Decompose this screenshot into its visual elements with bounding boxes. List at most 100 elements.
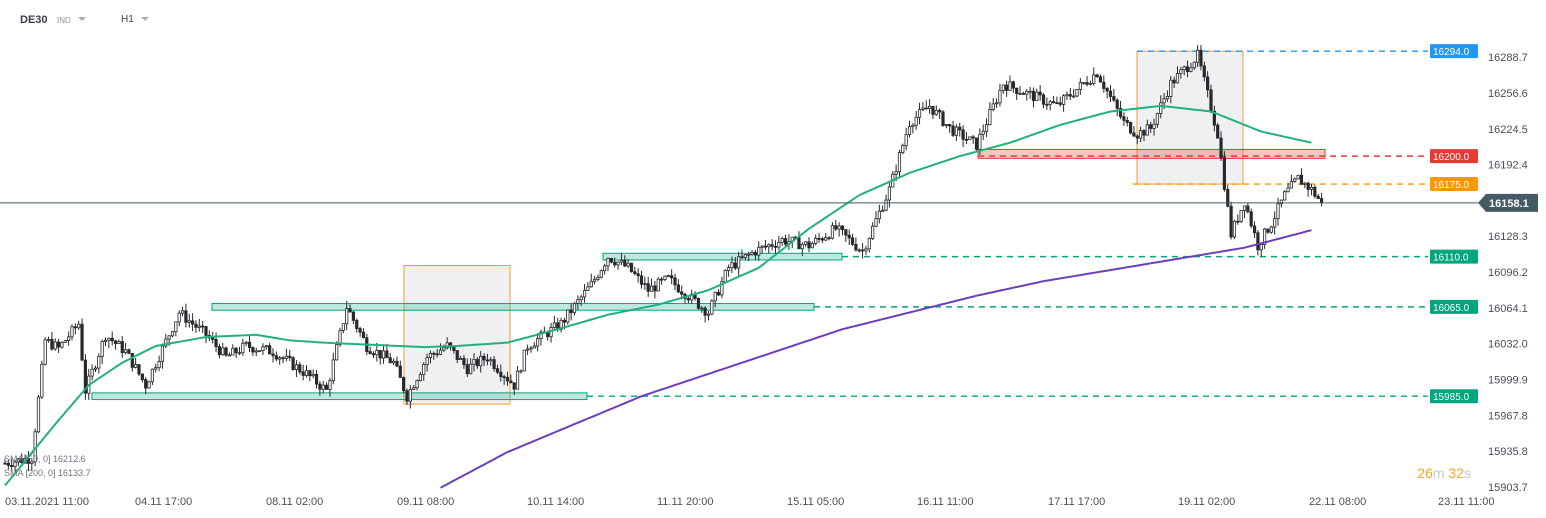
- candle-body: [308, 370, 312, 377]
- candle-body: [1276, 203, 1280, 220]
- symbol-dropdown-icon[interactable]: [78, 17, 86, 21]
- range-box-1: [403, 265, 511, 405]
- candle-body: [391, 360, 396, 364]
- candle-body: [1239, 210, 1243, 222]
- candle-body: [579, 296, 583, 301]
- candle-body: [395, 360, 399, 367]
- candle-body: [73, 326, 77, 329]
- candle-body: [894, 171, 898, 175]
- candle-body: [827, 237, 831, 240]
- candle-body: [1129, 122, 1133, 134]
- candle-body: [164, 338, 168, 347]
- candle-body: [499, 371, 503, 378]
- y-tick-label: 16224.5: [1488, 124, 1528, 136]
- candle-body: [686, 298, 691, 301]
- candle-body: [144, 379, 148, 389]
- candle-body: [670, 275, 674, 279]
- candle-body: [1045, 103, 1049, 106]
- sma50-line: [4, 104, 1312, 487]
- timeframe-label[interactable]: H1: [121, 14, 134, 25]
- candle-body: [107, 337, 111, 341]
- candle-body: [298, 364, 302, 373]
- candle-body: [515, 370, 520, 390]
- candle-body: [552, 322, 557, 328]
- support-zone-3: [602, 252, 843, 261]
- candle-body: [204, 326, 208, 336]
- candle-body: [103, 339, 108, 342]
- candle-body: [626, 262, 630, 267]
- candle-body: [700, 307, 704, 310]
- candle-body: [415, 380, 419, 389]
- candle-body: [241, 342, 245, 354]
- candle-body: [509, 380, 513, 384]
- candle-body: [485, 359, 490, 362]
- timeframe-dropdown-icon[interactable]: [141, 17, 149, 21]
- candle-body: [1165, 96, 1170, 100]
- candle-body: [1082, 82, 1086, 84]
- candle-body: [1088, 82, 1092, 85]
- candle-body: [917, 108, 922, 118]
- candle-body: [1296, 174, 1300, 180]
- candle-body: [861, 249, 865, 252]
- candle-body: [361, 331, 366, 339]
- current-price-label: 16158.1: [1489, 198, 1529, 210]
- x-tick-label: 17.11 17:00: [1048, 496, 1105, 508]
- candle-body: [93, 367, 98, 370]
- sma50-legend: SMA [50, 0] 16212.6: [4, 454, 86, 464]
- candle-body: [623, 259, 627, 267]
- y-tick-label: 16288.7: [1488, 52, 1528, 64]
- candle-body: [1132, 132, 1136, 137]
- candle-body: [767, 244, 771, 248]
- candle-body: [1199, 49, 1203, 67]
- candle-body: [519, 370, 523, 373]
- price-level-label: 15985.0: [1433, 392, 1470, 403]
- candle-body: [177, 312, 181, 323]
- candle-body: [134, 364, 138, 368]
- candle-body: [60, 341, 64, 348]
- candle-body: [1035, 91, 1039, 101]
- candle-body: [10, 464, 14, 467]
- candle-body: [1105, 88, 1109, 92]
- candle-body: [857, 249, 861, 252]
- candle-body: [743, 254, 747, 258]
- candle-body: [773, 245, 778, 248]
- candle-body: [1108, 90, 1113, 97]
- candle-body: [428, 352, 433, 358]
- candle-body: [713, 291, 717, 302]
- candle-body: [512, 382, 516, 390]
- candle-body: [1092, 74, 1096, 84]
- candle-body: [378, 349, 382, 359]
- candle-body: [402, 377, 406, 392]
- candle-body: [1306, 182, 1310, 190]
- candle-body: [934, 109, 938, 115]
- candle-body: [3, 462, 7, 465]
- candle-body: [462, 357, 466, 366]
- candle-body: [837, 225, 841, 230]
- candle-body: [137, 364, 141, 375]
- candle-body: [318, 383, 322, 390]
- candle-body: [1102, 81, 1106, 89]
- candle-body: [46, 338, 51, 341]
- candle-body: [1242, 205, 1247, 211]
- symbol-label[interactable]: DE30: [20, 14, 48, 26]
- candle-body: [244, 341, 248, 344]
- candle-body: [385, 350, 389, 359]
- candle-body: [529, 347, 533, 350]
- candle-body: [1072, 95, 1076, 98]
- candle-body: [907, 126, 912, 136]
- candle-body: [16, 458, 21, 463]
- candle-body: [1028, 90, 1032, 93]
- candle-body: [438, 349, 443, 355]
- candle-body: [472, 358, 476, 365]
- candle-body: [90, 368, 94, 377]
- candle-body: [1058, 102, 1062, 105]
- candle-body: [1252, 225, 1257, 234]
- candle-body: [505, 376, 510, 382]
- candle-body: [586, 286, 590, 291]
- candle-body: [324, 384, 329, 390]
- candle-body: [733, 262, 737, 269]
- candle-body: [371, 353, 376, 356]
- candle-body: [710, 300, 714, 315]
- candle-body: [311, 373, 315, 377]
